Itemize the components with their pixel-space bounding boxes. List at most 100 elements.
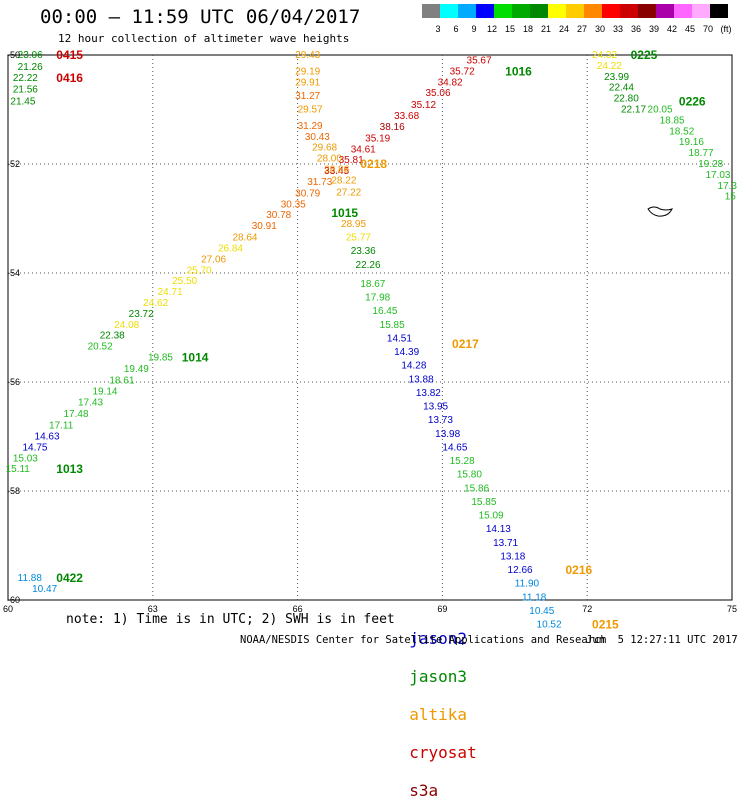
color-scale-swatch: [476, 4, 494, 18]
track-time-label: 1014: [182, 350, 209, 364]
island-outline: [647, 206, 673, 217]
swh-value: 22.80: [614, 94, 639, 105]
track-time-label: 0225: [631, 48, 658, 62]
timestamp: Jun 5 12:27:11 UTC 2017: [586, 634, 738, 646]
swh-value: 15.80: [457, 470, 482, 481]
track-time-label: 1016: [505, 64, 532, 78]
swh-value: 17.03: [705, 170, 730, 181]
swh-value: 13.95: [423, 402, 448, 413]
y-tick-label: -60: [7, 595, 20, 605]
x-tick-label: 63: [148, 604, 158, 614]
swh-value: 14.39: [394, 347, 419, 358]
swh-value: 29.57: [298, 105, 323, 116]
swh-value: 27.06: [201, 254, 226, 265]
track-time-label: 0416: [56, 71, 83, 85]
track-time-label: 0216: [565, 563, 592, 577]
color-scale-label: 24: [559, 24, 569, 34]
swh-value: 33.45: [324, 166, 349, 177]
color-scale-label: 33: [613, 24, 623, 34]
color-scale-label: (ft): [721, 24, 732, 34]
swh-value: 31.27: [295, 91, 320, 102]
swh-value: 19.16: [679, 137, 704, 148]
swh-value: 13.88: [409, 374, 434, 385]
swh-value: 38.16: [380, 122, 405, 133]
swh-value: 11.18: [522, 592, 547, 603]
swh-value: 30.78: [266, 210, 291, 221]
track-time-label: 0215: [592, 618, 619, 632]
swh-value: 17.3: [718, 181, 738, 192]
swh-value: 15.86: [464, 483, 489, 494]
swh-value: 13.98: [435, 429, 460, 440]
y-tick-label: -54: [7, 268, 20, 278]
color-scale-label: 36: [631, 24, 641, 34]
color-scale-swatch: [512, 4, 530, 18]
swh-value: 20.52: [88, 342, 113, 353]
track-time-label: 1015: [331, 206, 358, 220]
swh-value: 14.28: [401, 361, 426, 372]
y-tick-label: -58: [7, 486, 20, 496]
chart-title: 00:00 – 11:59 UTC 06/04/2017: [40, 6, 361, 28]
y-tick-label: -56: [7, 377, 20, 387]
swh-value: 24.32: [592, 50, 617, 61]
swh-value: 28.86: [324, 164, 349, 175]
swh-value: 23.36: [351, 246, 376, 257]
swh-value: 22.17: [621, 105, 646, 116]
swh-value: 16.45: [372, 306, 397, 317]
swh-value: 17.43: [78, 398, 103, 409]
swh-value: 17.48: [64, 409, 89, 420]
swh-value: 12.66: [508, 565, 533, 576]
x-tick-label: 66: [293, 604, 303, 614]
swh-value: 25.77: [346, 233, 371, 244]
swh-value: 35.72: [450, 66, 475, 77]
swh-value: 18.61: [109, 375, 134, 386]
swh-value: 21.26: [18, 62, 43, 73]
swh-value: 31.29: [298, 121, 323, 132]
swh-value: 29.19: [295, 66, 320, 77]
track-time-label: 0415: [56, 48, 83, 62]
credit-line: NOAA/NESDIS Center for Satellite Applica…: [240, 634, 607, 646]
swh-value: 15.85: [471, 497, 496, 508]
color-scale-label: 30: [595, 24, 605, 34]
swh-value: 13.18: [500, 551, 525, 562]
swh-value: 18.52: [669, 126, 694, 137]
color-scale-swatch: [638, 4, 656, 18]
swh-value: 25.50: [172, 276, 197, 287]
color-scale-swatch: [620, 4, 638, 18]
swh-value: 10.52: [537, 620, 562, 631]
swh-value: 19.28: [698, 159, 723, 170]
swh-value: 15.03: [13, 453, 38, 464]
swh-value: 35.67: [467, 55, 492, 66]
swh-value: 34.61: [351, 144, 376, 155]
swh-value: 11.90: [515, 579, 540, 590]
track-time-label: 0226: [679, 94, 706, 108]
swh-value: 27.22: [336, 187, 361, 198]
swh-value: 10.47: [32, 584, 57, 595]
color-scale-label: 21: [541, 24, 551, 34]
color-scale-swatch: [548, 4, 566, 18]
track-time-label: 0217: [452, 337, 479, 351]
swh-value: 35.12: [411, 100, 436, 111]
legend-jason2: jason2: [409, 629, 468, 648]
swh-value: 28.22: [331, 175, 356, 186]
color-scale-label: 6: [453, 24, 458, 34]
swh-value: 14.51: [387, 333, 412, 344]
swh-value: 24.71: [158, 287, 183, 298]
swh-value: 11.88: [18, 573, 43, 584]
swh-value: 13.82: [416, 388, 441, 399]
swh-value: 20.05: [648, 105, 673, 116]
swh-value: 17.98: [365, 293, 390, 304]
swh-value: 23.99: [604, 72, 629, 83]
color-scale-swatch: [566, 4, 584, 18]
swh-value: 34.82: [438, 77, 463, 88]
color-scale-label: 9: [471, 24, 476, 34]
swh-value: 29.68: [312, 143, 337, 154]
color-scale-label: 42: [667, 24, 677, 34]
swh-value: 30.79: [295, 188, 320, 199]
swh-value: 21.45: [10, 96, 35, 107]
color-scale-label: 39: [649, 24, 659, 34]
swh-value: 22.44: [609, 83, 634, 94]
y-tick-label: -52: [7, 159, 20, 169]
swh-value: 23.06: [18, 50, 43, 61]
swh-value: 26.84: [218, 243, 243, 254]
swh-value: 35.19: [365, 133, 390, 144]
